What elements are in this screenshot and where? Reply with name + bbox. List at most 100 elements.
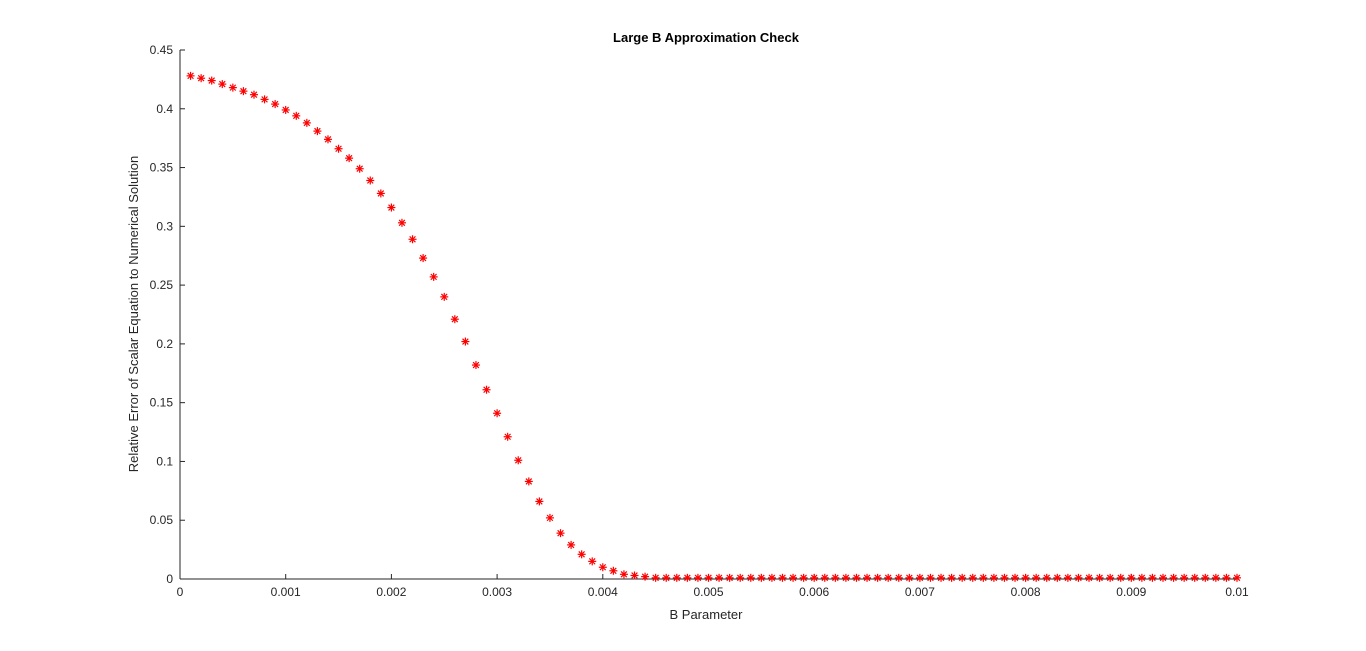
data-point <box>1106 573 1115 582</box>
data-point <box>302 118 311 127</box>
y-axis-label: Relative Error of Scalar Equation to Num… <box>126 156 141 472</box>
data-point <box>461 337 470 346</box>
data-point <box>281 105 290 114</box>
data-point <box>503 432 512 441</box>
data-point <box>894 573 903 582</box>
data-point <box>863 573 872 582</box>
data-point <box>260 95 269 104</box>
data-point <box>619 570 628 579</box>
data-point <box>1032 573 1041 582</box>
data-point <box>746 573 755 582</box>
x-tick-label: 0.001 <box>271 585 301 599</box>
y-tick-label: 0.15 <box>150 396 174 410</box>
data-point <box>323 135 332 144</box>
data-point <box>1148 573 1157 582</box>
data-point <box>989 573 998 582</box>
data-point <box>345 154 354 163</box>
y-tick-label: 0.45 <box>150 43 174 57</box>
data-point <box>958 573 967 582</box>
axes: 0 0.001 0.002 0.003 0.004 0.005 0.006 0.007 0.00… <box>150 43 1249 599</box>
data-point <box>1116 573 1125 582</box>
data-point <box>1222 573 1231 582</box>
data-point <box>1095 573 1104 582</box>
data-point <box>1169 573 1178 582</box>
x-tick-label: 0.009 <box>1116 585 1146 599</box>
data-point <box>778 573 787 582</box>
data-point <box>1042 573 1051 582</box>
data-point <box>567 540 576 549</box>
data-point <box>376 189 385 198</box>
data-point <box>841 573 850 582</box>
x-tick-label: 0.005 <box>693 585 723 599</box>
data-point <box>471 361 480 370</box>
y-ticks: 0 0.05 0.1 0.15 0.2 0.25 0.3 0.35 0.4 0.45 <box>150 43 185 586</box>
data-point <box>947 573 956 582</box>
data-point <box>810 573 819 582</box>
y-tick-label: 0.35 <box>150 161 174 175</box>
data-point <box>651 573 660 582</box>
data-point <box>556 529 565 538</box>
data-point <box>535 497 544 506</box>
data-point <box>271 100 280 109</box>
data-point <box>228 83 237 92</box>
data-point <box>493 409 502 418</box>
x-tick-label: 0 <box>177 585 184 599</box>
y-tick-label: 0.4 <box>156 102 173 116</box>
data-point <box>672 573 681 582</box>
data-point <box>704 573 713 582</box>
data-point <box>1011 573 1020 582</box>
data-point <box>545 513 554 522</box>
data-point <box>249 90 258 99</box>
data-point <box>1211 573 1220 582</box>
data-point <box>366 176 375 185</box>
data-point <box>207 76 216 85</box>
data-point <box>1201 573 1210 582</box>
data-point <box>239 87 248 96</box>
x-ticks: 0 0.001 0.002 0.003 0.004 0.005 0.006 0.007 0.00… <box>177 574 1249 599</box>
data-point <box>408 235 417 244</box>
data-point <box>609 566 618 575</box>
y-tick-label: 0 <box>166 572 173 586</box>
data-point <box>873 573 882 582</box>
data-point <box>1137 573 1146 582</box>
data-point <box>852 573 861 582</box>
data-point <box>725 573 734 582</box>
data-point <box>1000 573 1009 582</box>
data-point <box>1021 573 1030 582</box>
data-point <box>186 71 195 80</box>
data-point <box>915 573 924 582</box>
data-point <box>514 456 523 465</box>
x-tick-label: 0.003 <box>482 585 512 599</box>
data-point <box>736 573 745 582</box>
data-point <box>577 550 586 559</box>
data-point <box>820 573 829 582</box>
data-point <box>334 144 343 153</box>
data-point <box>313 127 322 136</box>
data-point <box>683 573 692 582</box>
x-tick-label: 0.007 <box>905 585 935 599</box>
data-point <box>355 164 364 173</box>
data-point <box>524 477 533 486</box>
data-point <box>884 573 893 582</box>
x-tick-label: 0.002 <box>376 585 406 599</box>
x-tick-label: 0.004 <box>588 585 618 599</box>
data-point <box>397 218 406 227</box>
y-tick-label: 0.25 <box>150 278 174 292</box>
data-markers <box>186 71 1241 582</box>
y-tick-label: 0.1 <box>156 454 173 468</box>
data-point <box>1159 573 1168 582</box>
data-point <box>292 111 301 120</box>
data-point <box>440 292 449 301</box>
data-point <box>926 573 935 582</box>
chart-title: Large B Approximation Check <box>613 30 800 45</box>
x-tick-label: 0.01 <box>1225 585 1249 599</box>
data-point <box>387 203 396 212</box>
data-point <box>1074 573 1083 582</box>
data-point <box>1085 573 1094 582</box>
data-point <box>1180 573 1189 582</box>
data-point <box>641 572 650 581</box>
data-point <box>662 573 671 582</box>
x-axis-label: B Parameter <box>670 607 744 622</box>
y-tick-label: 0.3 <box>156 219 173 233</box>
data-point <box>1127 573 1136 582</box>
